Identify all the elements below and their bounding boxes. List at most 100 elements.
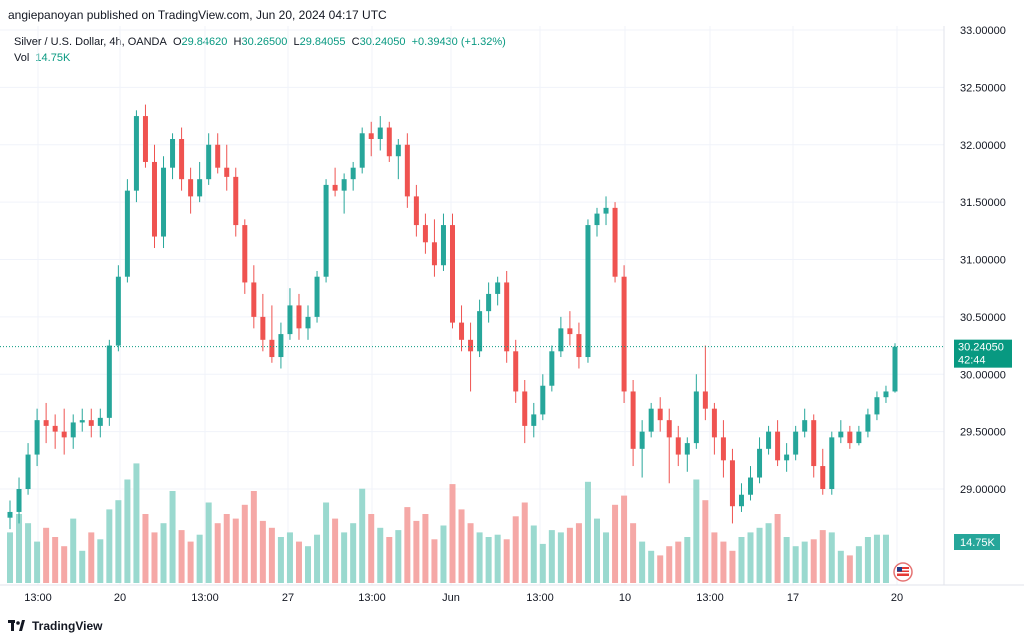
candle-body bbox=[332, 184, 338, 191]
candle-body bbox=[269, 339, 275, 358]
volume-bar bbox=[286, 532, 293, 583]
candle-body bbox=[422, 225, 428, 243]
volume-bar bbox=[864, 537, 871, 583]
volume-bar bbox=[214, 523, 221, 583]
volume-bar bbox=[350, 523, 357, 583]
last-price-label: 30.24050 bbox=[958, 342, 1004, 354]
candle-body bbox=[233, 176, 239, 226]
candle-body bbox=[413, 196, 419, 226]
volume-bar bbox=[837, 550, 844, 583]
candle-body bbox=[802, 420, 808, 432]
volume-bar bbox=[404, 507, 411, 583]
candle-body bbox=[603, 207, 609, 214]
candle-body bbox=[567, 328, 573, 335]
candle-body bbox=[142, 116, 148, 162]
candle-body bbox=[757, 448, 763, 478]
candle-body bbox=[251, 282, 257, 317]
volume-bar bbox=[124, 479, 131, 583]
volume-bar bbox=[205, 502, 212, 583]
volume-bar bbox=[241, 504, 248, 583]
open-label: O bbox=[172, 36, 182, 48]
volume-bar bbox=[639, 541, 646, 583]
volume-bar bbox=[873, 534, 880, 583]
volume-bar bbox=[70, 518, 77, 583]
candle-body bbox=[639, 431, 645, 449]
symbol-name[interactable]: Silver / U.S. Dollar, 4h, OANDA bbox=[14, 36, 167, 48]
footer-brand: TradingView bbox=[8, 619, 102, 633]
candle-body bbox=[477, 311, 483, 352]
volume-bar bbox=[593, 518, 600, 583]
close-label: C bbox=[351, 36, 360, 48]
price-tick-label: 29.50000 bbox=[960, 427, 1006, 439]
volume-bar bbox=[187, 541, 194, 583]
high-label: H bbox=[233, 36, 242, 48]
time-tick-label: 10 bbox=[619, 592, 631, 604]
volume-bar bbox=[314, 534, 321, 583]
candle-body bbox=[865, 414, 871, 432]
volume-bar bbox=[819, 530, 826, 583]
volume-label: Vol bbox=[14, 52, 30, 64]
candle-body bbox=[151, 161, 157, 237]
volume-bar bbox=[7, 532, 13, 583]
flag-icon[interactable] bbox=[893, 562, 913, 582]
volume-bar bbox=[178, 530, 185, 583]
candle-body bbox=[702, 391, 708, 409]
volume-bar bbox=[341, 532, 348, 583]
candle-body bbox=[386, 127, 392, 157]
volume-bar bbox=[738, 537, 745, 583]
volume-bar bbox=[431, 539, 438, 583]
price-tick-label: 33.00000 bbox=[960, 25, 1006, 37]
candle-body bbox=[784, 454, 790, 461]
candle-body bbox=[323, 184, 329, 277]
candle-body bbox=[359, 133, 365, 168]
candle-body bbox=[495, 282, 501, 294]
volume-bar bbox=[747, 532, 754, 583]
candle-body bbox=[43, 420, 49, 426]
tradingview-logo-icon bbox=[8, 620, 25, 631]
volume-bar bbox=[106, 509, 113, 583]
low-label: L bbox=[293, 36, 300, 48]
volume-bar bbox=[250, 491, 257, 583]
candle-body bbox=[675, 437, 681, 455]
volume-bar bbox=[846, 555, 853, 583]
time-tick-label: 13:00 bbox=[24, 592, 52, 604]
time-tick-label: 20 bbox=[114, 592, 126, 604]
candle-body bbox=[522, 391, 528, 426]
candle-body bbox=[576, 334, 582, 358]
volume-bar bbox=[566, 527, 573, 583]
change-value: +0.39430 (+1.32%) bbox=[411, 36, 506, 48]
volume-bar bbox=[476, 532, 483, 583]
volume-bar bbox=[657, 555, 664, 583]
volume-bar bbox=[539, 543, 546, 583]
volume-bar bbox=[359, 488, 366, 583]
candle-body bbox=[296, 305, 302, 329]
volume-bar bbox=[792, 546, 799, 583]
high-value: 30.26500 bbox=[241, 36, 288, 48]
candle-body bbox=[856, 431, 862, 444]
candle-body bbox=[25, 454, 31, 489]
price-axis[interactable]: 33.00000 32.50000 32.00000 31.50000 31.00000… bbox=[960, 25, 1006, 496]
candle-body bbox=[7, 511, 13, 518]
volume-bar bbox=[52, 537, 59, 583]
volume-bar bbox=[603, 532, 610, 583]
candle-body bbox=[260, 316, 266, 340]
volume-bar bbox=[25, 523, 32, 583]
candle-body bbox=[368, 133, 374, 140]
volume-bar bbox=[332, 518, 339, 583]
candle-body bbox=[775, 431, 781, 461]
volume-bar bbox=[485, 537, 492, 583]
volume-bar bbox=[395, 530, 402, 583]
candle-body bbox=[711, 408, 717, 438]
volume-bar bbox=[305, 546, 312, 583]
candle-body bbox=[748, 477, 754, 495]
candle-body bbox=[558, 328, 564, 352]
candle-body bbox=[729, 460, 735, 507]
candle-body bbox=[720, 437, 726, 461]
time-axis[interactable]: 13:00 20 13:00 27 13:00 Jun 13:00 10 13:00 17 20 bbox=[24, 592, 903, 604]
candle-body bbox=[648, 408, 654, 432]
volume-bar bbox=[79, 550, 86, 583]
candle-body bbox=[486, 293, 492, 312]
candle-body bbox=[404, 144, 410, 197]
candle-body bbox=[88, 420, 94, 426]
